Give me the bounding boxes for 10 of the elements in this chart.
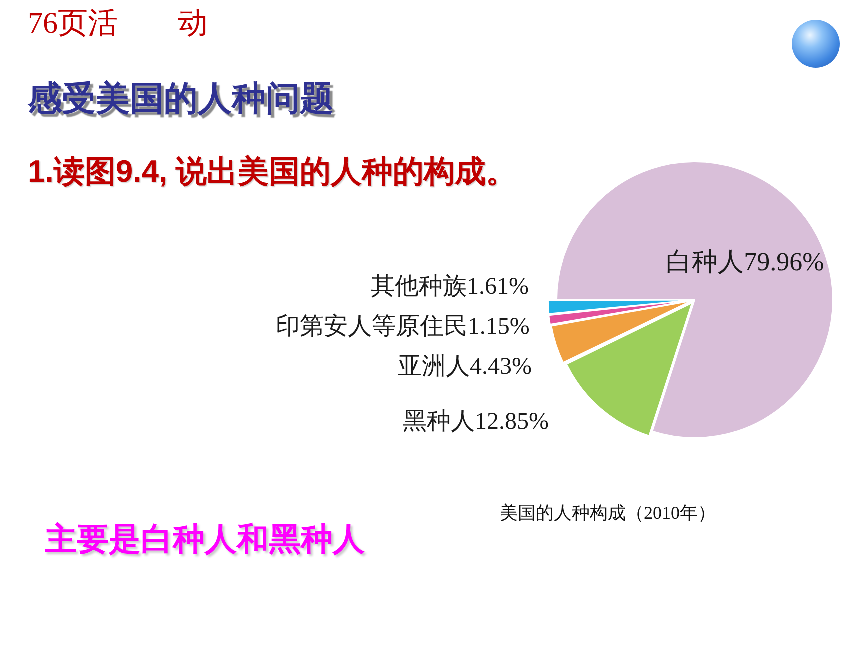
text: 主要是白种人和黑种人 xyxy=(45,519,365,560)
slice-label: 黑种人12.85% xyxy=(403,409,550,436)
text: 感受美国的人种问题 xyxy=(28,78,334,121)
text: 1.读图9.4, 说出美国的人种的构成。 xyxy=(28,153,518,191)
slice-label: 印第安人等原住民1.15% xyxy=(276,313,530,340)
text: 76页活 动 xyxy=(28,6,208,42)
slice-label: 其他种族1.61% xyxy=(371,274,530,300)
text: 美国的人种构成（2010年） xyxy=(500,503,716,525)
slice-label: 亚洲人4.43% xyxy=(398,354,532,380)
slice-label: 白种人79.96% xyxy=(666,247,824,276)
